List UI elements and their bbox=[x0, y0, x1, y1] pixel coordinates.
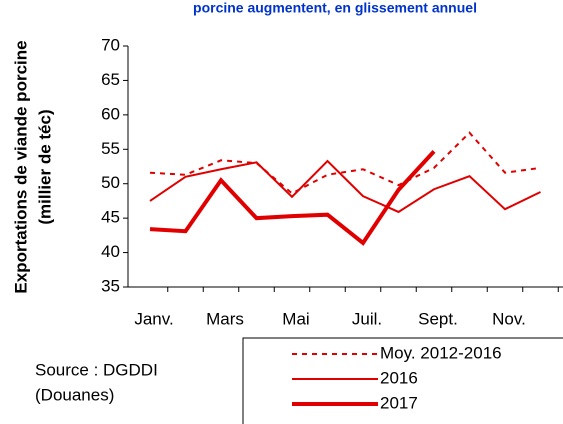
y-tick-label: 35 bbox=[101, 276, 120, 295]
y-label-line: Exportations de viande porcine bbox=[11, 40, 30, 293]
y-tick-label: 70 bbox=[101, 35, 120, 54]
y-label-line: (millier de téc) bbox=[35, 109, 54, 224]
y-tick-label: 65 bbox=[101, 70, 120, 89]
x-tick-label: Mai bbox=[282, 309, 309, 328]
series-line bbox=[149, 159, 541, 214]
legend-label: 2017 bbox=[380, 393, 418, 412]
x-tick-label: Sept. bbox=[418, 309, 458, 328]
source: Source : DGDDI bbox=[35, 360, 158, 379]
source: (Douanes) bbox=[35, 385, 114, 404]
y-tick-label: 60 bbox=[101, 104, 120, 123]
legend-label: 2016 bbox=[380, 368, 418, 387]
x-tick-label: Nov. bbox=[492, 309, 526, 328]
y-tick-label: 55 bbox=[101, 139, 120, 158]
y-tick-label: 45 bbox=[101, 208, 120, 227]
legend-box bbox=[242, 337, 563, 424]
x-tick-label: Juil. bbox=[352, 309, 382, 328]
series-line bbox=[149, 149, 436, 246]
y-tick-label: 40 bbox=[101, 242, 120, 261]
x-tick-label: Janv. bbox=[134, 309, 173, 328]
x-tick-label: Mars bbox=[206, 309, 244, 328]
y-tick-label: 50 bbox=[101, 173, 120, 192]
chart-title: porcine augmentent, en glissement annuel bbox=[193, 0, 477, 16]
legend-label: Moy. 2012-2016 bbox=[380, 343, 502, 362]
y-label: Exportations de viande porcine (millier … bbox=[11, 40, 54, 293]
series-line bbox=[149, 131, 541, 195]
